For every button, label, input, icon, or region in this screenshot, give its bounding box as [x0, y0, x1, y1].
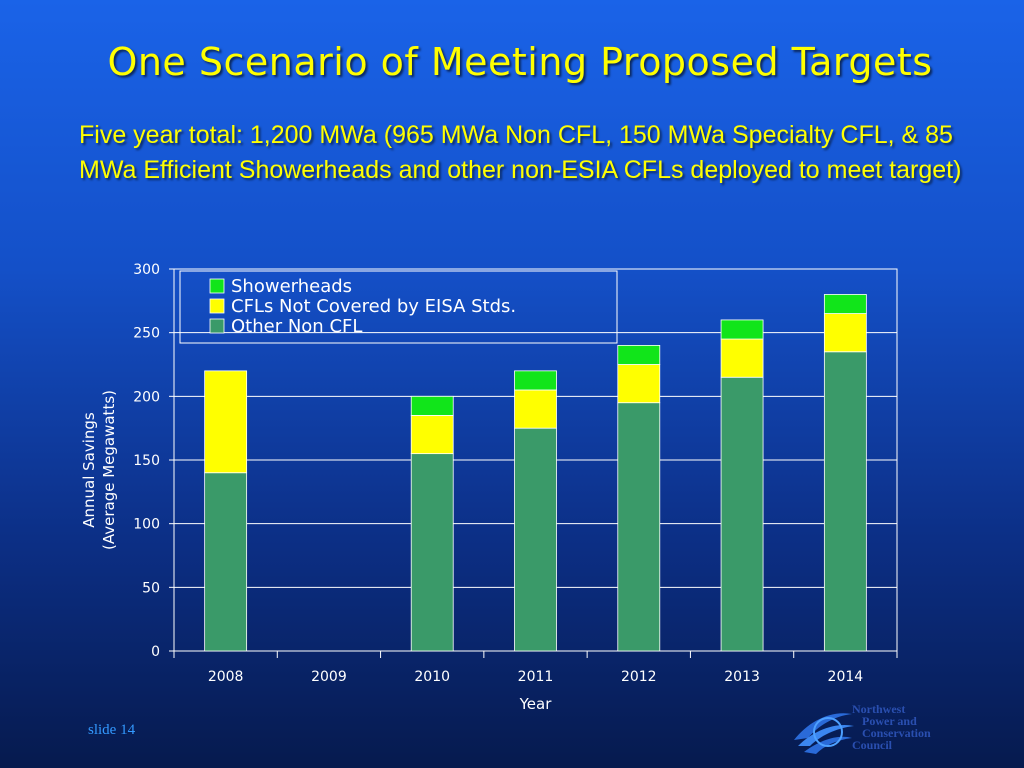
y-tick-label: 150	[133, 453, 160, 469]
y-tick-label: 250	[133, 326, 160, 342]
x-axis-title: Year	[519, 695, 553, 713]
bar-segment	[823, 313, 867, 353]
bar-segment	[410, 395, 454, 416]
bar-segment	[720, 376, 764, 652]
slide-number: slide 14	[88, 722, 136, 738]
legend-label: CFLs Not Covered by EISA Stds.	[231, 296, 516, 317]
bar-segment	[617, 344, 661, 365]
council-name: Northwest Power and Conservation Council	[852, 703, 931, 751]
bar-segment	[514, 427, 557, 652]
x-tick-label: 2013	[724, 669, 760, 685]
legend-box	[179, 270, 618, 344]
bar-segment	[204, 370, 248, 474]
council-wave-logo-icon	[794, 713, 854, 754]
x-tick-label: 2014	[828, 669, 864, 685]
y-axis-title-line-2: (Average Megawatts)	[100, 390, 118, 550]
bar-segment	[617, 364, 661, 404]
bar-segment	[410, 415, 454, 455]
y-axis-title-line-1: Annual Savings	[80, 412, 98, 528]
x-tick-label: 2010	[414, 669, 450, 685]
legend-label: Other Non CFL	[231, 316, 362, 337]
bar-segment	[617, 402, 661, 652]
bar-segment	[823, 294, 867, 314]
x-tick-label: 2009	[311, 669, 347, 685]
legend-label: Showerheads	[231, 276, 352, 297]
x-tick-label: 2011	[518, 669, 554, 685]
bar-segment	[204, 472, 248, 652]
x-tick-label: 2012	[621, 669, 657, 685]
slide-subtitle: Five year total: 1,200 MWa (965 MWa Non …	[79, 121, 962, 184]
bar-segment	[514, 389, 557, 429]
y-tick-label: 100	[133, 517, 160, 533]
legend-swatch	[209, 298, 225, 314]
slide-title: One Scenario of Meeting Proposed Targets	[107, 40, 933, 84]
y-tick-label: 50	[142, 580, 160, 596]
bar-segment	[823, 351, 867, 652]
bar-segment	[514, 370, 557, 391]
y-tick-label: 0	[151, 644, 160, 660]
legend-swatch	[209, 278, 225, 294]
logo-line-2: Power and	[862, 714, 917, 728]
y-tick-label: 200	[133, 389, 160, 405]
logo-line-3: Conservation	[862, 726, 931, 740]
logo-line-4: Council	[852, 738, 893, 752]
logo-line-1: Northwest	[852, 702, 906, 716]
y-tick-label: 300	[133, 262, 160, 278]
bar-segment	[720, 338, 764, 378]
bar-segment	[720, 319, 764, 340]
bar-segment	[410, 453, 454, 652]
x-tick-label: 2008	[208, 669, 244, 685]
legend-swatch	[209, 318, 225, 334]
